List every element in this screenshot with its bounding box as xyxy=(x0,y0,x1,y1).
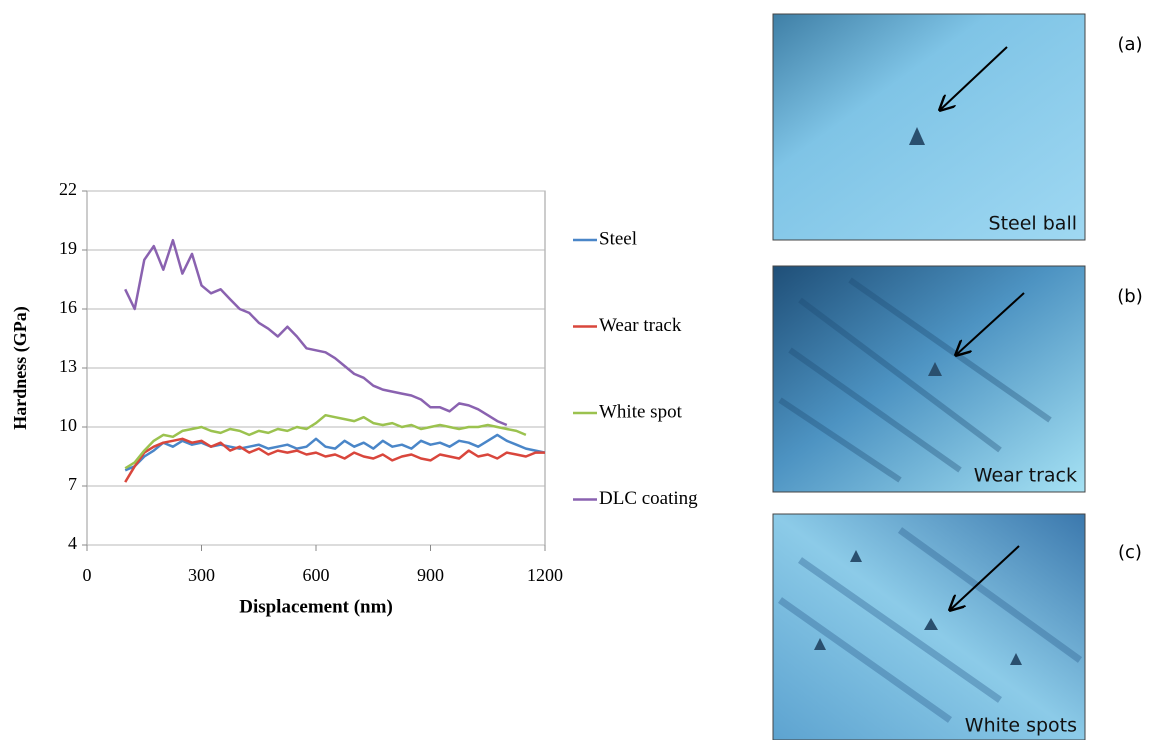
panel-label: (b) xyxy=(1117,286,1142,307)
indent xyxy=(909,127,925,145)
panel-c: White spots (c) xyxy=(772,513,1142,740)
x-tick-label: 600 xyxy=(303,565,330,585)
series-line xyxy=(124,433,546,472)
series-line xyxy=(124,238,508,427)
y-tick-label: 4 xyxy=(68,533,77,553)
caption: White spots xyxy=(965,715,1077,737)
legend-label: Steel xyxy=(599,228,637,249)
y-axis-label: Hardness (GPa) xyxy=(10,306,31,430)
y-tick-label: 22 xyxy=(59,179,77,199)
wear-streaks xyxy=(778,277,1052,483)
indent xyxy=(928,362,942,376)
y-tick-label: 19 xyxy=(59,238,77,258)
arrow xyxy=(950,545,1020,610)
x-tick-label: 0 xyxy=(83,565,92,585)
x-tick-label: 1200 xyxy=(527,565,563,585)
panel-a: Steel ball (a) xyxy=(772,13,1143,241)
caption: Wear track xyxy=(974,465,1077,487)
caption: Steel ball xyxy=(989,213,1077,235)
x-tick-label: 300 xyxy=(188,565,215,585)
legend-label: DLC coating xyxy=(599,488,698,509)
arrow xyxy=(956,292,1025,355)
x-axis-label: Displacement (nm) xyxy=(239,596,393,617)
plot-area xyxy=(82,190,546,551)
y-tick-label: 16 xyxy=(59,297,77,317)
x-tick-label: 900 xyxy=(417,565,444,585)
series-line xyxy=(124,413,527,470)
panel-label: (a) xyxy=(1117,34,1142,55)
wear-streaks xyxy=(777,527,1083,723)
y-tick-label: 13 xyxy=(59,356,77,376)
arrow xyxy=(940,46,1008,110)
panel-b: Wear track (b) xyxy=(772,265,1143,493)
y-tick-label: 10 xyxy=(59,415,77,435)
legend-label: White spot xyxy=(599,401,683,422)
legend-label: Wear track xyxy=(599,315,682,336)
series-line xyxy=(124,437,545,483)
micrograph xyxy=(772,265,1086,493)
panel-label: (c) xyxy=(1118,542,1142,563)
y-tick-label: 7 xyxy=(68,474,77,494)
micrograph xyxy=(772,13,1086,241)
